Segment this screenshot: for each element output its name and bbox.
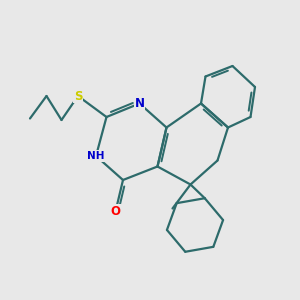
Text: O: O (110, 205, 121, 218)
Text: N: N (134, 97, 145, 110)
Text: NH: NH (87, 151, 105, 161)
Text: S: S (74, 89, 82, 103)
